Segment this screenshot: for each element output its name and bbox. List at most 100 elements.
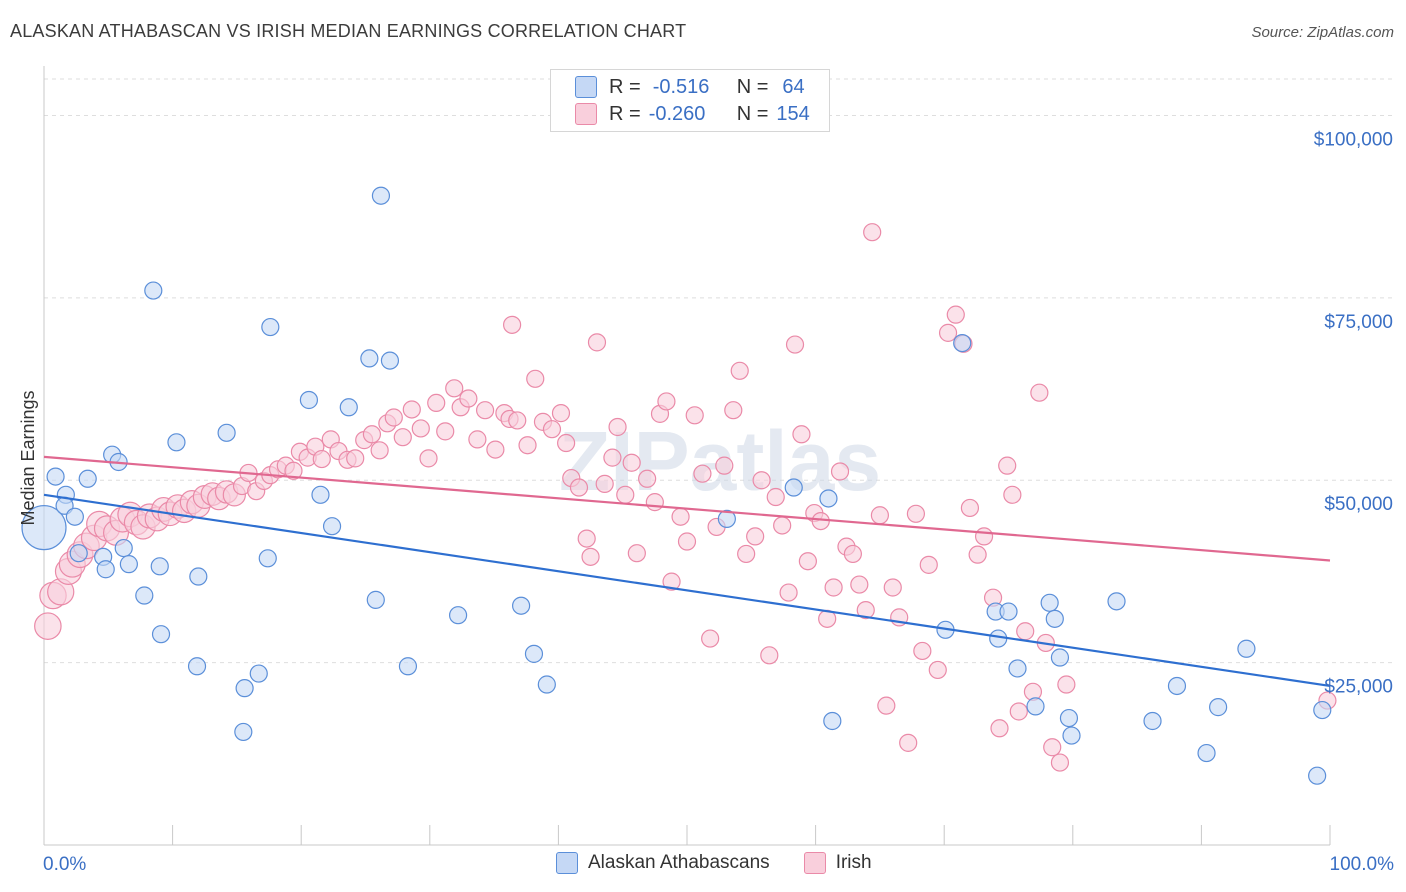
n-value: 64 — [782, 75, 805, 98]
data-point — [1050, 648, 1070, 667]
data-point — [671, 507, 690, 526]
data-point — [468, 430, 487, 449]
data-point — [151, 625, 171, 644]
legend-label: Alaskan Athabascans — [588, 852, 770, 873]
data-point — [167, 433, 186, 452]
data-point — [928, 660, 947, 680]
x-tick-label: 0.0% — [43, 854, 86, 875]
data-point — [393, 428, 412, 447]
data-point — [974, 527, 994, 546]
series-legend: Alaskan Athabascans Irish — [556, 852, 906, 874]
data-point — [445, 379, 464, 398]
data-point — [603, 448, 622, 467]
data-point — [899, 733, 918, 752]
data-point — [69, 544, 88, 563]
data-point — [1043, 738, 1062, 757]
athabascan-points — [21, 186, 1332, 785]
r-value: -0.260 — [648, 102, 706, 125]
data-point — [1209, 698, 1228, 717]
blue-swatch — [575, 76, 597, 98]
data-point — [870, 506, 890, 525]
data-point — [752, 471, 771, 490]
legend-item-irish[interactable]: Irish — [803, 852, 872, 874]
data-point — [1040, 593, 1059, 612]
data-point — [1026, 697, 1045, 716]
data-point — [217, 423, 236, 442]
data-point — [311, 485, 330, 504]
data-point — [249, 664, 268, 683]
data-point — [398, 657, 418, 676]
data-point — [638, 469, 657, 488]
data-point — [299, 390, 319, 410]
data-point — [46, 467, 65, 486]
data-point — [284, 461, 303, 480]
data-point — [627, 544, 646, 563]
data-point — [384, 408, 403, 427]
legend-label: Irish — [835, 852, 872, 873]
data-point — [919, 555, 938, 574]
data-point — [577, 529, 596, 548]
data-point — [370, 441, 389, 460]
data-point — [526, 369, 545, 388]
data-point — [569, 478, 589, 497]
data-point — [773, 516, 792, 535]
data-point — [1050, 753, 1070, 772]
y-tick-label: $50,000 — [1324, 494, 1393, 515]
data-point — [938, 323, 958, 342]
data-point — [537, 675, 556, 694]
data-point — [662, 572, 681, 591]
data-point — [234, 722, 253, 742]
data-point — [998, 456, 1017, 475]
data-point — [1197, 743, 1216, 763]
data-point — [322, 517, 342, 536]
y-tick-label: $75,000 — [1324, 312, 1393, 333]
data-point — [312, 449, 331, 469]
data-point — [448, 606, 468, 625]
pink-swatch — [575, 103, 597, 125]
chart-title: ALASKAN ATHABASCAN VS IRISH MEDIAN EARNI… — [10, 21, 687, 41]
trend-lines — [43, 455, 1331, 688]
legend-item-athabascan[interactable]: Alaskan Athabascans — [556, 852, 770, 874]
stats-legend: R = -0.516 N = 64 R = -0.260 N = 154 — [550, 69, 830, 132]
data-point — [850, 575, 869, 594]
y-axis-label: Median Earnings — [18, 390, 38, 525]
data-point — [906, 504, 926, 523]
grid-lines — [44, 78, 1394, 664]
data-point — [551, 404, 571, 423]
data-point — [1003, 485, 1022, 504]
data-point — [189, 567, 208, 586]
r-label: R = — [609, 75, 641, 98]
data-point — [877, 696, 896, 715]
data-point — [999, 602, 1018, 621]
data-point — [960, 498, 980, 518]
data-point — [557, 433, 576, 453]
data-point — [824, 578, 843, 597]
data-point — [380, 351, 400, 370]
data-point — [645, 493, 664, 512]
data-point — [1062, 726, 1081, 745]
data-point — [715, 456, 734, 475]
data-point — [187, 657, 207, 676]
r-label: R = — [609, 102, 641, 125]
data-point — [339, 398, 358, 417]
data-point — [1057, 675, 1076, 694]
data-point — [1059, 708, 1079, 728]
data-point — [261, 317, 280, 337]
data-point — [1143, 711, 1162, 731]
data-point — [427, 393, 446, 413]
data-point — [486, 440, 505, 459]
data-point — [823, 711, 842, 731]
athabascan-trend-line — [43, 493, 1331, 688]
data-point — [419, 449, 438, 468]
data-point — [235, 679, 254, 698]
data-point — [135, 586, 154, 605]
data-point — [798, 552, 817, 571]
data-point — [34, 612, 62, 640]
data-point — [366, 590, 385, 609]
data-point — [1237, 639, 1256, 658]
data-point — [21, 505, 67, 551]
data-point — [150, 557, 169, 576]
tick-labels: $25,000 $50,000 $75,000 $100,000 0.0% 100.0% M… — [18, 129, 1394, 875]
data-point — [402, 400, 421, 419]
data-point — [459, 389, 478, 408]
